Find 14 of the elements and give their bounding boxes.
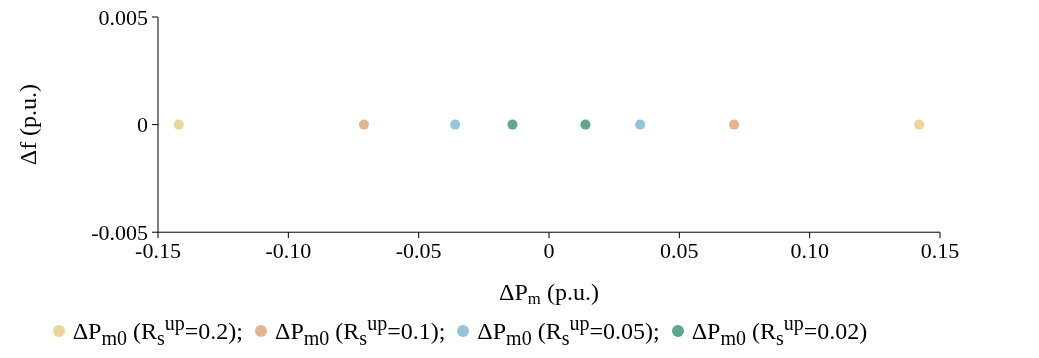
y-tick-label: 0.005 <box>98 4 148 30</box>
x-tick-label: 0.05 <box>660 237 699 263</box>
x-tick-label: -0.05 <box>395 237 442 263</box>
y-tick-label: 0 <box>137 112 148 138</box>
x-tick-label: -0.10 <box>265 237 312 263</box>
legend-label: ΔP$_{m0}$ (R$_{s}$$^{up}$=0.1); <box>274 312 446 350</box>
x-tick-label: 0 <box>543 237 555 263</box>
legend-label: ΔP$_{m0}$ (R$_{s}$$^{up}$=0.02) <box>691 312 868 350</box>
x-axis-title: ΔP$_{m}$ (p.u.) <box>499 279 599 309</box>
legend-label: ΔP$_{m0}$ (R$_{s}$$^{up}$=0.05); <box>477 312 660 350</box>
x-tick-label: 0.10 <box>790 237 829 263</box>
y-axis-title: Δf (p.u.) <box>15 83 41 166</box>
x-tick-label: 0.15 <box>920 237 960 263</box>
legend-label: ΔP$_{m0}$ (R$_{s}$$^{up}$=0.2); <box>72 312 243 350</box>
